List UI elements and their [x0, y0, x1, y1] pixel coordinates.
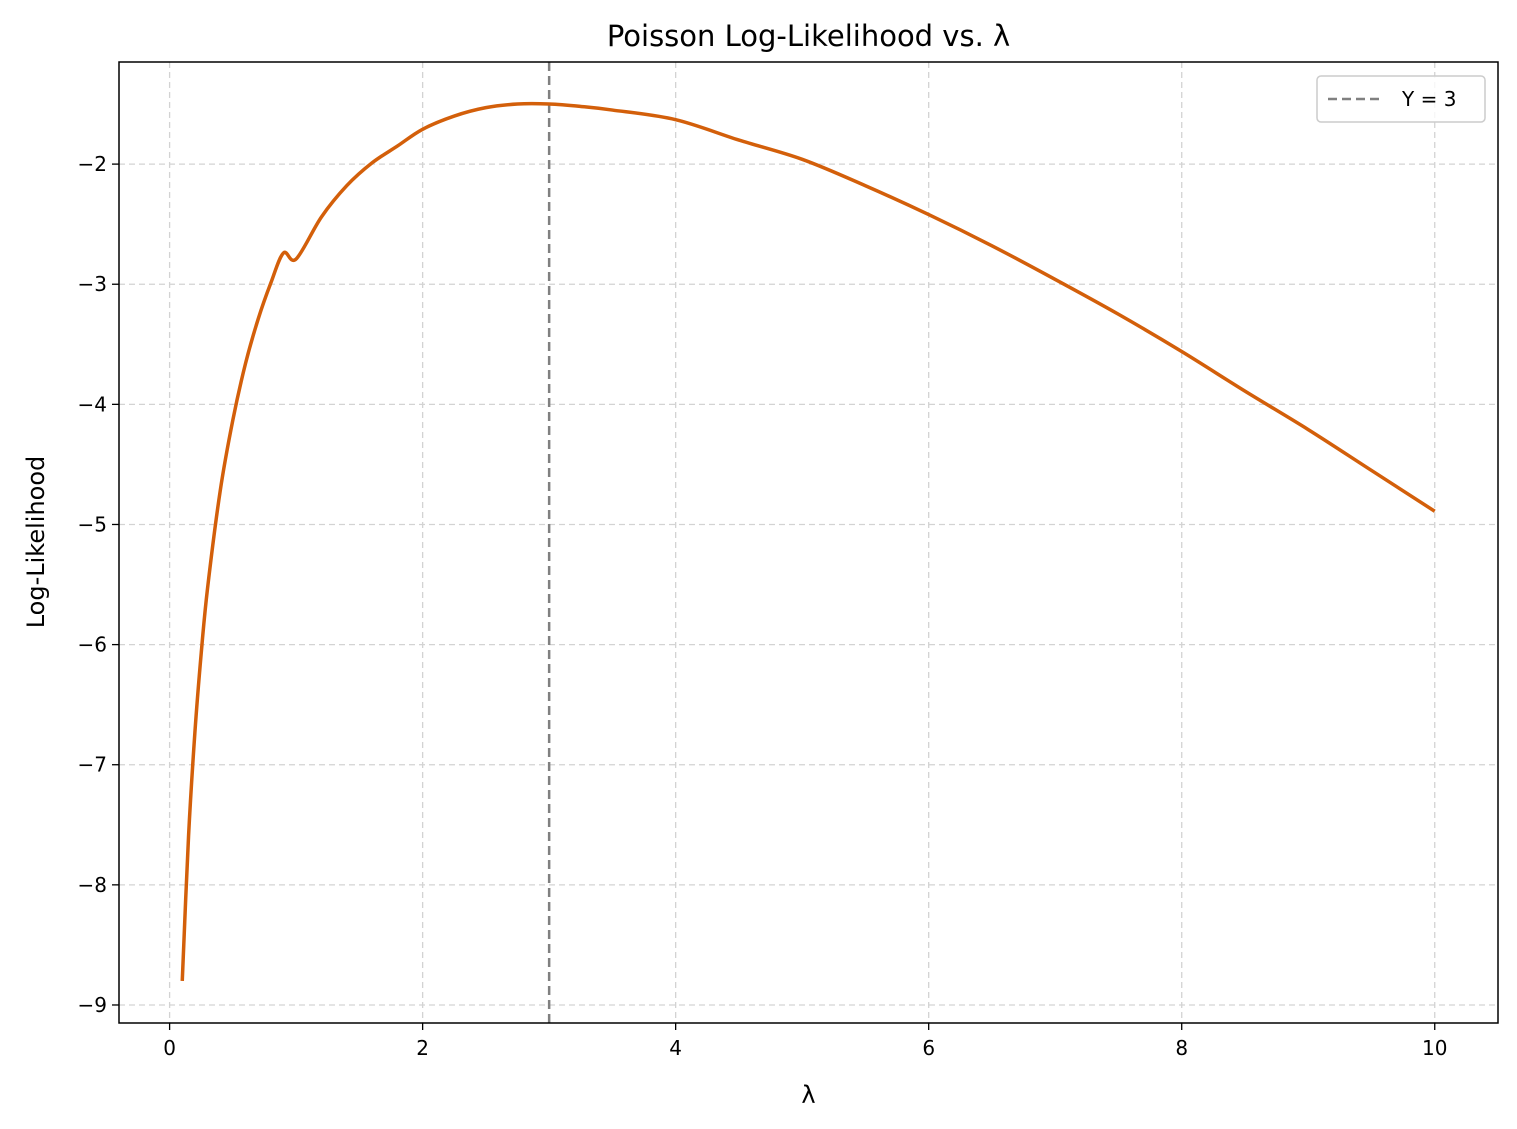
y-tick-label: −5 [78, 512, 107, 536]
x-tick-label: 0 [163, 1036, 176, 1060]
y-axis: −9 −8 −7 −6 −5 −4 −3 −2 [78, 152, 119, 1017]
series-layer [180, 101, 1436, 982]
y-tick-label: −7 [78, 753, 107, 777]
legend-frame [1316, 75, 1486, 123]
x-tick-label: 2 [416, 1036, 429, 1060]
series-line-log-likelihood [180, 101, 1436, 982]
plot-frame [118, 61, 1499, 1024]
y-tick-label: −6 [78, 633, 107, 657]
y-axis-title: Log-Likelihood [22, 456, 50, 629]
y-tick-label: −4 [78, 392, 107, 416]
y-tick-label: −2 [78, 152, 107, 176]
chart-title: Poisson Log-Likelihood vs. λ [607, 19, 1010, 53]
grid [119, 62, 1498, 1023]
legend: Y = 3 [1316, 75, 1486, 123]
y-tick-label: −3 [78, 272, 107, 296]
x-tick-label: 10 [1422, 1036, 1447, 1060]
legend-label: Y = 3 [1401, 87, 1456, 111]
x-tick-label: 6 [922, 1036, 935, 1060]
x-tick-label: 8 [1175, 1036, 1188, 1060]
x-tick-label: 4 [669, 1036, 682, 1060]
x-axis-title: λ [801, 1081, 815, 1109]
y-tick-label: −9 [78, 993, 107, 1017]
y-tick-label: −8 [78, 873, 107, 897]
x-axis: 0 2 4 6 8 10 [163, 1023, 1447, 1060]
